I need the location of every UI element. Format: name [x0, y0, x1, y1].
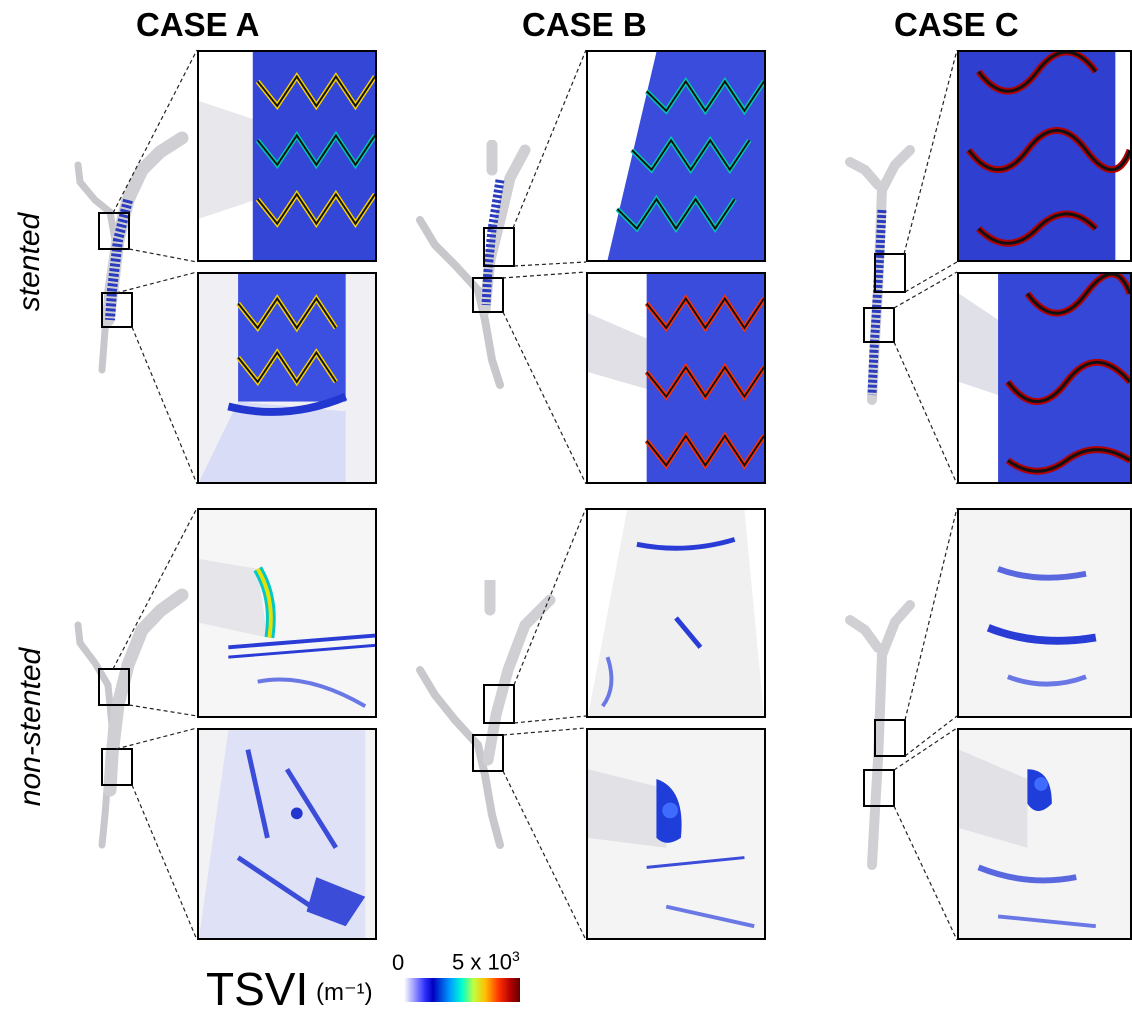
colorbar-max-exponent: 3 — [511, 948, 520, 964]
colorbar-max-label: 5 x 103 — [452, 948, 520, 975]
zoom-panel-case-c-non-stented-top — [957, 508, 1132, 718]
overview-vessel-case-c-stented — [845, 145, 915, 405]
colorbar-min-label: 0 — [392, 950, 405, 975]
case-a-title: CASE A — [136, 6, 260, 43]
colorbar-gradient — [404, 978, 520, 1002]
zoom-panel-case-a-stented-bottom — [197, 272, 377, 484]
zoom-panel-case-a-non-stented-top — [197, 508, 377, 718]
overview-vessel-case-b-non-stented — [416, 580, 556, 849]
zoom-panel-case-b-stented-bottom — [586, 272, 766, 484]
zoom-panel-case-b-non-stented-bottom — [586, 728, 766, 940]
row-label-stented: stented — [13, 212, 46, 312]
colorbar-max-mantissa: 5 x 10 — [452, 949, 512, 975]
zoom-panel-case-c-non-stented-bottom — [957, 728, 1132, 940]
zoom-panel-case-c-stented-bottom — [957, 272, 1132, 484]
overview-vessel-case-a-non-stented — [74, 588, 189, 849]
row-label-non-stented: non-stented — [14, 647, 47, 807]
case-b-title: CASE B — [522, 6, 647, 43]
overview-vessel-case-a-stented — [74, 131, 189, 374]
case-c-title: CASE C — [894, 6, 1019, 43]
zoom-panel-case-b-non-stented-top — [586, 508, 766, 718]
zoom-panel-case-b-stented-top — [586, 50, 766, 262]
zoom-panel-case-c-stented-top — [957, 50, 1132, 262]
zoom-panel-case-a-stented-top — [197, 50, 377, 262]
colorbar-unit: (m⁻¹) — [316, 979, 373, 1006]
overview-vessel-case-b-stented — [416, 140, 531, 389]
overview-vessel-case-c-non-stented — [845, 600, 915, 870]
colorbar-quantity: TSVI — [206, 963, 309, 1015]
zoom-panel-case-a-non-stented-bottom — [197, 728, 377, 940]
